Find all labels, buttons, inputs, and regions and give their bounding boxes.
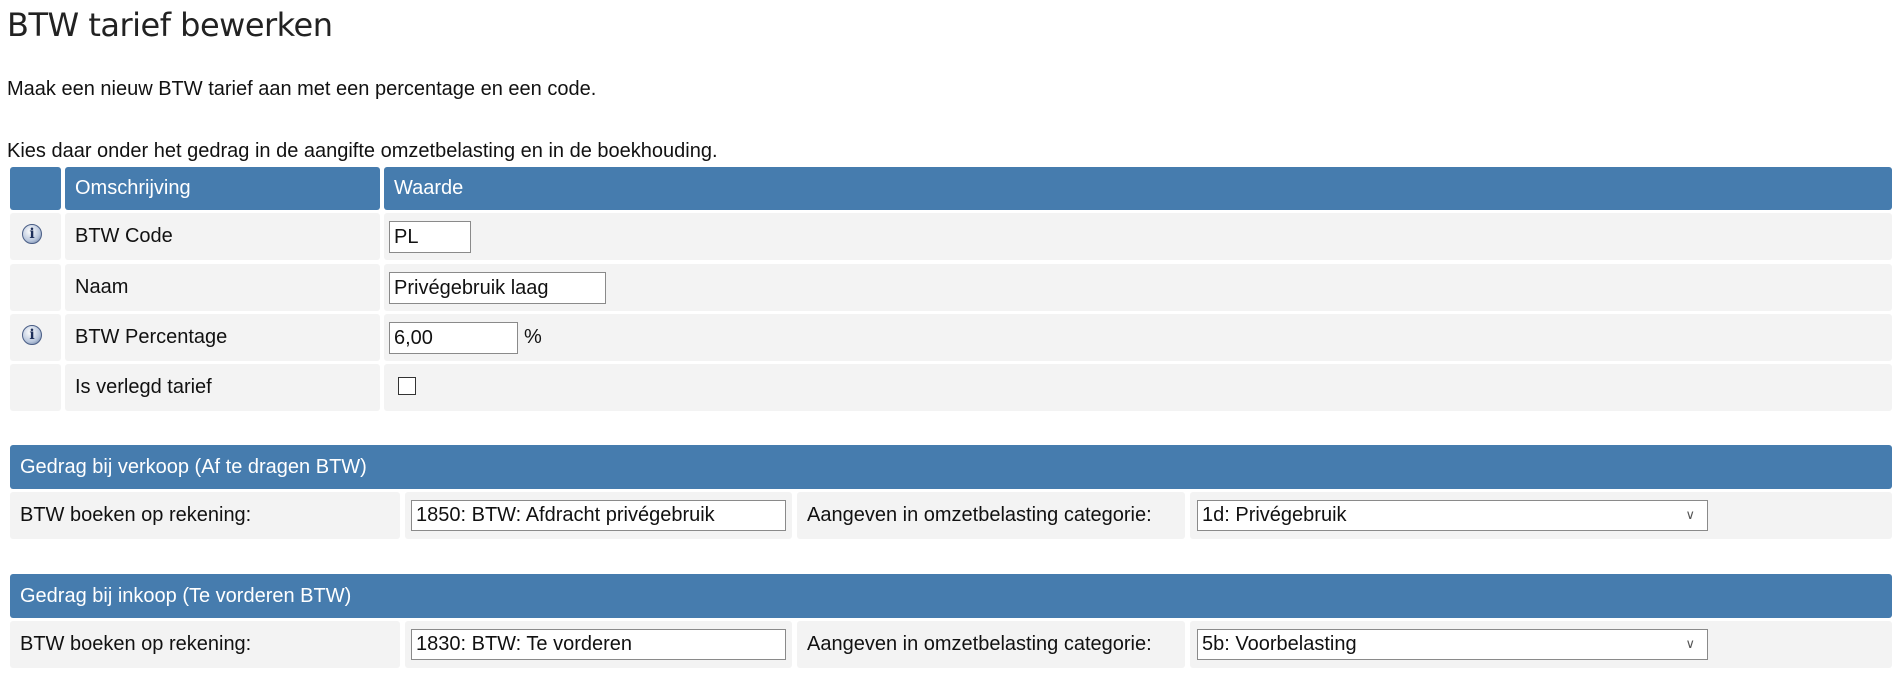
percent-unit: % [524, 326, 542, 348]
header-value: Waarde [384, 167, 1892, 210]
purchase-account-label: BTW boeken op rekening: [10, 621, 400, 668]
header-description: Omschrijving [65, 167, 380, 210]
purchase-section-header: Gedrag bij inkoop (Te vorderen BTW) [10, 574, 1892, 618]
sales-account-label: BTW boeken op rekening: [10, 492, 400, 539]
sales-account-input[interactable]: 1850: BTW: Afdracht privégebruik [411, 500, 786, 531]
sales-category-label: Aangeven in omzetbelasting categorie: [797, 492, 1185, 539]
sales-category-select[interactable]: 1d: Privégebruik ∨ [1197, 500, 1708, 531]
intro-text: Maak een nieuw BTW tarief aan met een pe… [7, 78, 597, 100]
chevron-down-icon: ∨ [1685, 636, 1695, 651]
info-icon[interactable]: i [22, 325, 42, 345]
sales-section-header: Gedrag bij verkoop (Af te dragen BTW) [10, 445, 1892, 489]
value-cell [384, 213, 1892, 260]
purchase-account-input[interactable]: 1830: BTW: Te vorderen [411, 629, 786, 660]
row-icon-cell: i [10, 314, 61, 361]
label-verlegd: Is verlegd tarief [65, 364, 380, 411]
purchase-category-label: Aangeven in omzetbelasting categorie: [797, 621, 1185, 668]
value-cell [384, 364, 1892, 411]
verlegd-checkbox[interactable] [398, 377, 416, 395]
naam-input[interactable]: Privégebruik laag [389, 272, 606, 304]
row-icon-cell [10, 264, 61, 311]
row-icon-cell [10, 364, 61, 411]
info-icon[interactable]: i [22, 224, 42, 244]
value-cell [384, 264, 1892, 311]
chevron-down-icon: ∨ [1685, 507, 1695, 522]
label-btw-percentage: BTW Percentage [65, 314, 380, 361]
btw-percentage-input[interactable]: 6,00 [389, 322, 518, 354]
selected-value: 1d: Privégebruik [1202, 504, 1347, 526]
intro-text: Kies daar onder het gedrag in de aangift… [7, 140, 718, 162]
label-naam: Naam [65, 264, 380, 311]
purchase-category-select[interactable]: 5b: Voorbelasting ∨ [1197, 629, 1708, 660]
page-title: BTW tarief bewerken [7, 6, 333, 44]
label-btw-code: BTW Code [65, 213, 380, 260]
selected-value: 5b: Voorbelasting [1202, 633, 1357, 655]
value-cell [384, 314, 1892, 361]
row-icon-cell: i [10, 213, 61, 260]
header-icon-column [10, 167, 61, 210]
btw-code-input[interactable]: PL [389, 221, 471, 253]
